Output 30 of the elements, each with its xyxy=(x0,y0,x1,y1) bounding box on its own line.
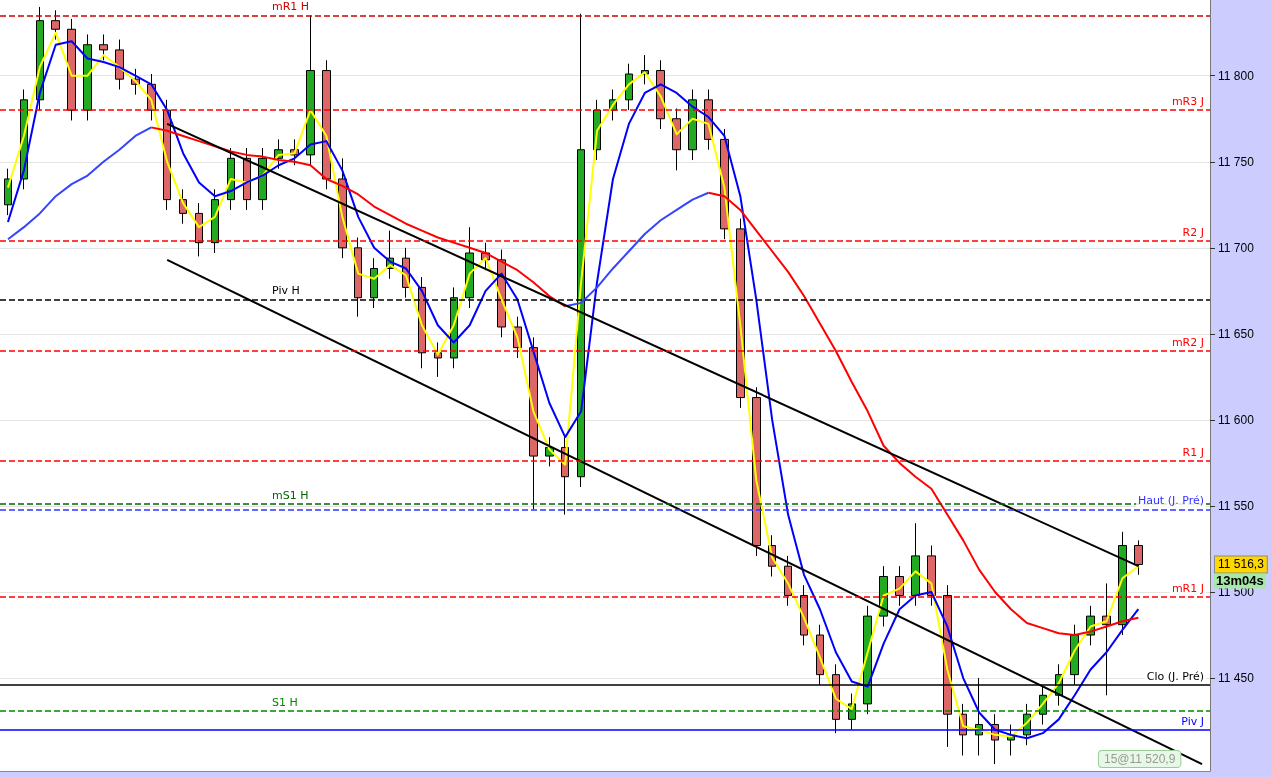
y-tick-label: 11 750 xyxy=(1218,154,1255,169)
y-tick-label: 11 650 xyxy=(1218,326,1255,341)
ref-line-label: Piv H xyxy=(272,284,300,298)
candlestick xyxy=(99,33,108,61)
y-tick-label: 11 550 xyxy=(1218,498,1255,513)
ref-line-label: Haut (J. Pré) xyxy=(1137,494,1204,508)
y-tick-label: 11 700 xyxy=(1218,240,1255,255)
candlestick xyxy=(67,18,76,121)
ref-line-label: Clo (J. Pré) xyxy=(1146,669,1204,683)
ref-line-label: mS1 H xyxy=(272,489,309,503)
ref-line-label: R2 J xyxy=(1182,225,1204,239)
candlestick xyxy=(51,9,60,41)
ref-line-label: mR1 J xyxy=(1171,582,1204,596)
y-tick-label: 11 800 xyxy=(1218,68,1255,83)
ref-line-label: Piv J xyxy=(1181,714,1204,728)
ref-line-label: mR3 J xyxy=(1171,95,1204,109)
ref-line-label: mR2 J xyxy=(1171,336,1204,350)
candlestick xyxy=(625,63,633,111)
candlestick xyxy=(306,14,315,166)
y-tick-label: 11 600 xyxy=(1218,412,1255,427)
candlestick xyxy=(4,168,12,216)
ref-line-label: R1 J xyxy=(1182,446,1204,460)
ref-line-label: S1 H xyxy=(272,695,298,709)
ref-line-label: mR1 H xyxy=(272,0,310,14)
text: 11 516,3 xyxy=(1218,557,1265,572)
annotation: 15@11 520,9 xyxy=(1104,752,1176,766)
candlestick xyxy=(83,33,92,121)
candlestick xyxy=(911,522,920,607)
y-tick-label: 11 450 xyxy=(1218,671,1255,686)
text: 13m04s xyxy=(1216,573,1264,589)
